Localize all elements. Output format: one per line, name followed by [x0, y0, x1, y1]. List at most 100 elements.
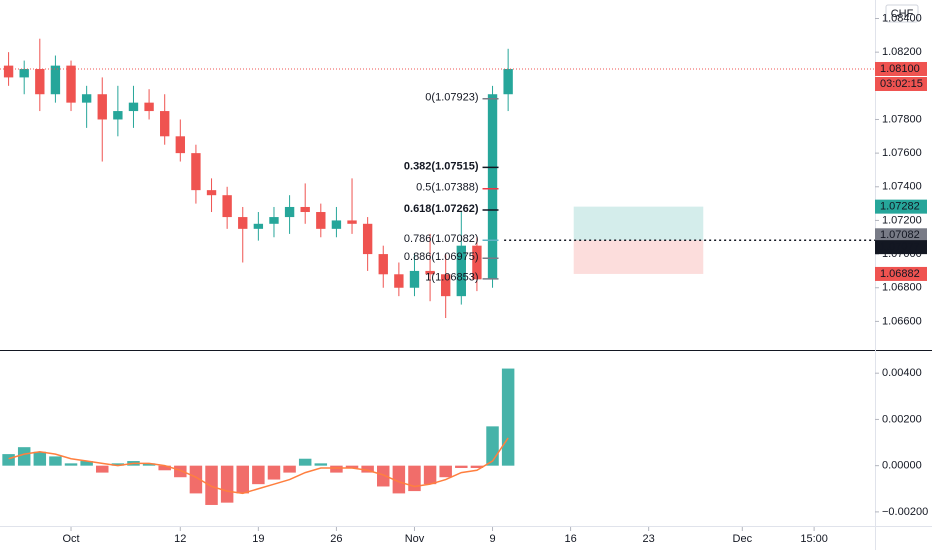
histogram-bar — [345, 465, 359, 468]
candle-body — [316, 212, 326, 229]
y-tick-label: 1.07600 — [882, 147, 922, 159]
y-tick-label: 1.06600 — [882, 315, 922, 327]
price-tag-label: 1.06882 — [880, 268, 920, 280]
histogram-bar — [470, 465, 484, 468]
histogram-bar — [298, 458, 312, 466]
x-tick-label: Dec — [733, 533, 753, 545]
price-tag — [875, 266, 927, 281]
candle-body — [425, 270, 435, 275]
x-tick-label: 19 — [252, 533, 264, 545]
signal-line — [8, 437, 509, 495]
histogram-bar — [158, 465, 171, 471]
candle-body — [331, 220, 342, 229]
histogram-bar — [96, 465, 109, 473]
price-tag-label: 1.07082 — [880, 229, 920, 241]
fib-label: 0.618(1.07262) — [404, 203, 479, 215]
candle-body — [503, 68, 513, 95]
price-tag — [875, 240, 927, 255]
fib-label: 0.786(1.07082) — [404, 233, 479, 245]
x-tick-label: 16 — [564, 533, 576, 545]
candle-body — [175, 136, 185, 154]
candle-body — [472, 245, 482, 280]
price-tag — [875, 228, 927, 243]
histogram-bar — [267, 465, 281, 480]
histogram-bar — [205, 465, 218, 505]
histogram-bar — [142, 463, 156, 466]
candle-body — [441, 274, 451, 297]
price-tag-label: 1.07077 — [880, 241, 920, 253]
histogram-bar — [283, 465, 296, 473]
histogram-bar — [64, 463, 78, 466]
candle-body — [394, 274, 404, 288]
x-tick-label: 23 — [643, 533, 655, 545]
fib-label: 0.886(1.06975) — [404, 251, 479, 263]
candle-body — [238, 217, 248, 229]
histogram-bar — [314, 463, 328, 466]
fib-label: 0.382(1.07515) — [404, 160, 479, 172]
countdown-box — [875, 76, 927, 91]
x-tick-label: 9 — [489, 533, 495, 545]
histogram-bar — [252, 465, 265, 485]
y-tick-label: 1.07800 — [882, 113, 922, 125]
y-tick-label: 0.00200 — [882, 413, 922, 425]
histogram-bar — [408, 465, 421, 492]
candle-body — [81, 94, 92, 103]
x-tick-label: 15:00 — [800, 533, 828, 545]
histogram-bar — [377, 465, 390, 487]
candle-body — [97, 94, 107, 120]
histogram-bar — [189, 465, 203, 494]
fib-label: 0(1.07923) — [425, 92, 478, 104]
y-tick-label: 1.08400 — [882, 12, 922, 24]
candle-body — [362, 223, 373, 255]
candle-body — [113, 111, 123, 120]
fib-label: 0.5(1.07388) — [416, 182, 478, 194]
histogram-bar — [111, 463, 125, 466]
y-tick-label: 1.07400 — [882, 181, 922, 193]
histogram-bar — [220, 465, 234, 503]
currency: CHF — [891, 8, 914, 20]
y-tick-label: 0.00000 — [882, 460, 922, 472]
price-tag-label: 1.08100 — [880, 63, 920, 75]
candle-body — [128, 102, 139, 112]
candle-body — [269, 217, 279, 224]
countdown: 03:02:15 — [880, 78, 923, 90]
histogram-bar — [236, 465, 249, 494]
histogram-bar — [80, 461, 93, 466]
candle-body — [3, 65, 14, 78]
currency-box[interactable] — [885, 4, 919, 23]
candle-body — [50, 65, 61, 95]
candle-body — [487, 94, 498, 280]
histogram-bar — [330, 465, 343, 473]
candle-body — [160, 111, 170, 137]
histogram-bar — [455, 465, 468, 468]
x-tick-label: 26 — [330, 533, 342, 545]
histogram-bar — [501, 368, 515, 466]
histogram-bar — [49, 456, 62, 466]
price-tag — [875, 61, 927, 76]
candle-body — [253, 223, 264, 229]
candle-body — [409, 270, 420, 288]
histogram-bar — [439, 465, 452, 478]
y-tick-label: 1.07200 — [882, 214, 922, 226]
y-tick-label: 1.08200 — [882, 46, 922, 58]
stop-zone — [573, 240, 704, 274]
candle-body — [347, 220, 357, 224]
histogram-bar — [33, 451, 47, 466]
fib-label: 1(1.06853) — [425, 272, 478, 284]
price-tag — [875, 199, 927, 214]
candle-body — [191, 153, 201, 191]
target-zone — [573, 206, 704, 241]
candle-body — [35, 68, 45, 95]
histogram-bar — [361, 465, 374, 473]
x-tick-label: Nov — [405, 533, 425, 545]
histogram-bar — [392, 465, 406, 494]
histogram-bar — [2, 454, 15, 466]
candle-body — [19, 68, 29, 78]
x-tick-label: 12 — [174, 533, 186, 545]
histogram-bar — [17, 447, 31, 466]
candle-body — [284, 206, 295, 218]
candle-body — [206, 190, 217, 196]
candle-body — [222, 195, 232, 218]
